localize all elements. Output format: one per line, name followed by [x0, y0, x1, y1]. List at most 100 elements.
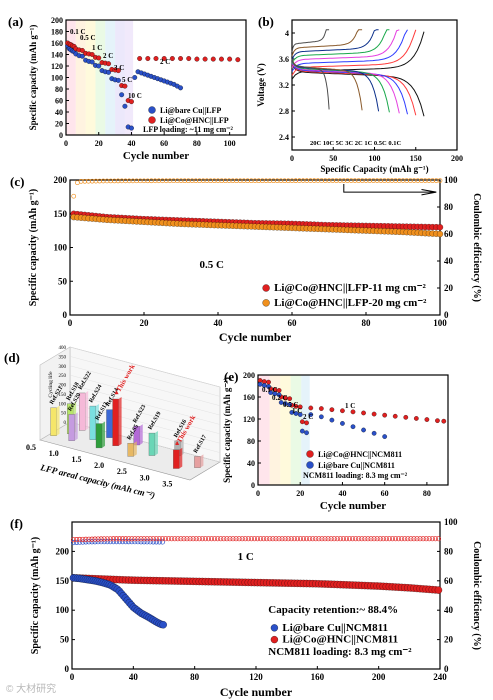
- grid-line: [69, 393, 221, 435]
- bar: [106, 409, 113, 438]
- y-tick-label: 100: [59, 402, 67, 407]
- data-point: [235, 57, 241, 63]
- panel-label: (e): [224, 369, 238, 384]
- plot-frame: [291, 19, 458, 151]
- rate-label: 3 C: [114, 64, 124, 72]
- data-point: [304, 430, 309, 436]
- rate-label: 0.5 C: [200, 259, 225, 271]
- rate-band: [124, 20, 134, 135]
- ce-point: [135, 539, 141, 545]
- y-tick-label: 200: [243, 371, 255, 380]
- ce-point: [199, 536, 205, 542]
- bar-side: [179, 447, 183, 469]
- ce-point: [267, 536, 273, 542]
- legend-marker: [306, 461, 314, 469]
- legend-marker: [262, 299, 270, 307]
- bar: [68, 414, 75, 441]
- y-tick-label: 120: [51, 62, 63, 71]
- ce-point: [80, 536, 86, 542]
- ce-point: [383, 536, 389, 542]
- x-tick-label: 40: [129, 672, 139, 682]
- ce-point: [190, 536, 196, 542]
- y-tick-label: 150: [54, 209, 68, 219]
- ce-point: [98, 539, 104, 545]
- ce-point: [264, 536, 270, 542]
- rate-band: [66, 20, 76, 135]
- y-tick-label: 20: [55, 120, 63, 129]
- bar: [95, 423, 103, 449]
- data-point: [329, 407, 335, 412]
- ce-point: [129, 539, 135, 545]
- data-point: [106, 61, 111, 67]
- bar: [112, 398, 119, 447]
- y-tick-label: 0: [251, 481, 255, 490]
- y-tick-label: 100: [51, 74, 63, 83]
- charge-curve-0.5C: [291, 29, 417, 76]
- ce-point: [346, 536, 353, 542]
- charge-curve-20C: [291, 29, 330, 53]
- ce-point: [282, 536, 288, 542]
- x-tick-label: 0: [68, 318, 73, 328]
- data-point: [361, 410, 366, 416]
- y-tick-label: 0: [64, 421, 67, 426]
- y-tick-label: 4: [285, 29, 289, 38]
- ce-point: [74, 537, 80, 543]
- bar: [194, 456, 201, 468]
- rate-label: 2 C: [303, 413, 313, 421]
- y-tick-label: 2.8: [279, 107, 289, 116]
- ce-point: [331, 536, 337, 542]
- y-axis-label: Voltage (V): [256, 63, 266, 106]
- ce-axis-arrow: [343, 184, 437, 196]
- legend-marker: [148, 106, 156, 114]
- x-tick-label: 100: [369, 154, 381, 163]
- ce-point: [135, 536, 141, 542]
- x-tick-label: 0.5: [26, 443, 36, 452]
- ce-point: [325, 536, 331, 542]
- rate-band: [258, 375, 270, 485]
- ce-point: [166, 536, 172, 542]
- ce-point: [71, 193, 77, 199]
- bar: [148, 432, 156, 456]
- ce-point: [132, 536, 138, 542]
- data-point: [297, 412, 303, 417]
- ce-point: [156, 539, 162, 545]
- ce-point: [368, 536, 374, 542]
- data-point: [79, 53, 85, 59]
- ce-point: [138, 536, 144, 542]
- ce-point: [215, 536, 221, 542]
- loading-note: LFP loading: ~11 mg cm⁻²: [143, 125, 233, 134]
- ce-point: [101, 536, 107, 542]
- ce-point: [77, 539, 83, 545]
- bar-side: [154, 431, 158, 456]
- ce-point: [104, 539, 110, 545]
- y-tick-label: 160: [243, 393, 255, 402]
- ce-point: [414, 536, 420, 542]
- grid-line: [69, 346, 221, 388]
- data-point: [115, 68, 121, 74]
- ce-point: [319, 536, 325, 542]
- ce-point: [270, 536, 276, 542]
- ce-point: [153, 536, 159, 542]
- ce-point: [371, 536, 377, 542]
- x-tick-label: 160: [311, 672, 325, 682]
- legend-marker: [148, 116, 156, 124]
- rate-label: 5 C: [122, 76, 132, 84]
- ce-point: [310, 536, 316, 542]
- ce-point: [389, 536, 396, 542]
- ce-point: [89, 539, 95, 545]
- discharge-curve-0.5C: [291, 64, 417, 116]
- data-point: [169, 56, 175, 61]
- legend-label: Li@Co@HNC||LFP: [160, 116, 229, 125]
- discharge-curve-2C: [291, 62, 400, 114]
- x-tick-label: 20: [296, 489, 304, 498]
- x-tick-label: 60: [160, 139, 168, 148]
- y-tick-label: 250: [59, 374, 67, 379]
- y2-tick-label: 80: [444, 546, 454, 556]
- x-tick-label: 80: [423, 489, 431, 498]
- data-point: [210, 56, 216, 62]
- ce-point: [294, 536, 300, 542]
- ce-point: [193, 536, 199, 542]
- x-tick-label: 100: [433, 318, 447, 328]
- ce-point: [239, 536, 245, 542]
